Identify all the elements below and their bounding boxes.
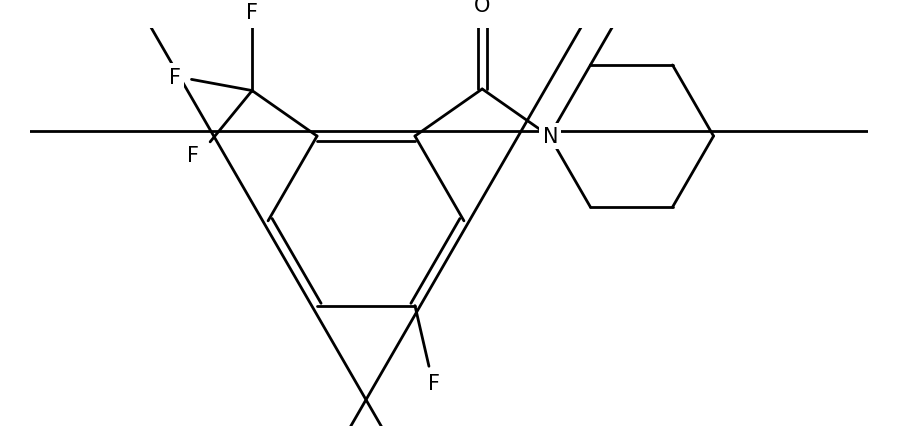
Text: O: O [474, 0, 490, 16]
Text: F: F [169, 67, 180, 87]
Text: F: F [188, 146, 199, 166]
Text: F: F [427, 373, 440, 393]
Text: N: N [542, 127, 558, 147]
Text: F: F [246, 3, 258, 23]
